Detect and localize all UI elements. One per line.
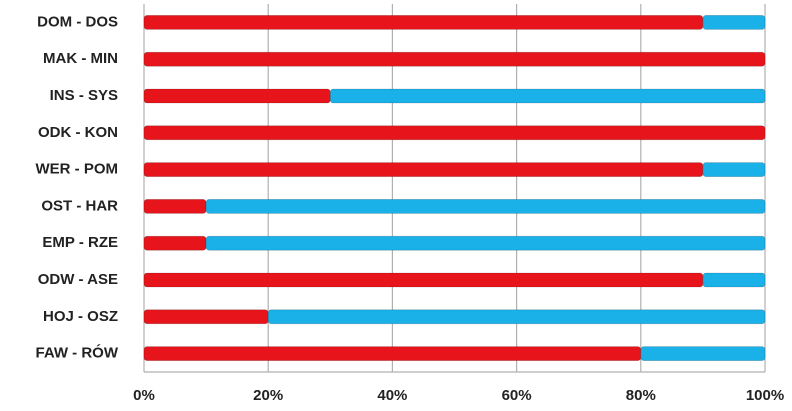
bar-segment: [143, 309, 269, 325]
x-tick-label: 0%: [133, 387, 155, 404]
x-tick-label: 80%: [626, 387, 656, 404]
y-tick-label: ODK - KON: [38, 124, 118, 141]
bar-segment: [702, 162, 766, 177]
bar-segment: [143, 88, 331, 104]
bar-segment: [143, 125, 766, 141]
x-tick-label: 100%: [746, 387, 784, 404]
bar-segment: [267, 309, 766, 325]
bar-segment: [143, 199, 207, 214]
y-tick-label: EMP - RZE: [42, 234, 118, 251]
bar-segment: [329, 88, 766, 104]
x-tick-label: 60%: [502, 387, 532, 404]
bar-segment: [640, 346, 766, 361]
y-tick-label: WER - POM: [36, 161, 119, 178]
x-tick-label: 20%: [253, 387, 283, 404]
bar-segment: [143, 235, 207, 251]
bar-segment: [143, 15, 704, 30]
bar-segment: [143, 162, 704, 177]
bar-segment: [205, 199, 766, 214]
y-tick-label: ODW - ASE: [38, 271, 118, 288]
y-tick-label: HOJ - OSZ: [43, 308, 118, 325]
y-tick-label: OST - HAR: [41, 197, 118, 214]
y-tick-label: MAK - MIN: [43, 50, 118, 67]
bar-segment: [143, 51, 766, 67]
y-tick-label: INS - SYS: [50, 87, 118, 104]
y-tick-label: FAW - RÓW: [36, 344, 119, 362]
bar-segment: [702, 15, 766, 30]
bar-segment: [702, 272, 766, 288]
bar-segment: [143, 346, 642, 361]
y-tick-label: DOM - DOS: [37, 13, 118, 30]
bar-segment: [205, 235, 766, 251]
x-tick-label: 40%: [377, 387, 407, 404]
bar-segment: [143, 272, 704, 288]
